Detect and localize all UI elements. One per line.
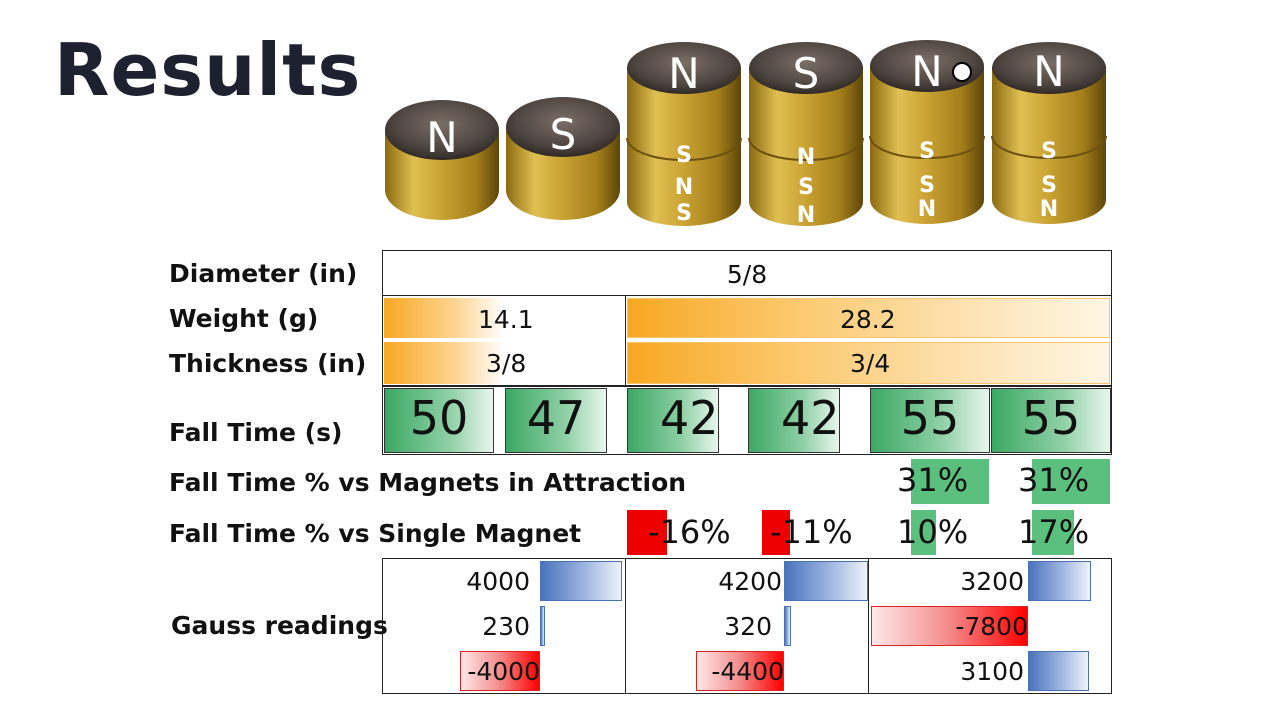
pct-attraction-value: 31% bbox=[897, 461, 969, 499]
magnets-illustration: N S N S N S S N S N N S S N N S bbox=[385, 40, 1107, 228]
gauss-value: 4200 bbox=[718, 567, 782, 596]
fall-time-cell: 55 bbox=[991, 388, 1111, 453]
weight-thickness-divider bbox=[625, 295, 626, 386]
pct-attraction-value: 31% bbox=[1018, 461, 1090, 499]
magnet-stack-4: N S S N bbox=[991, 42, 1107, 224]
weight-value-single: 14.1 bbox=[478, 305, 534, 334]
gauss-bar-negative bbox=[460, 651, 540, 691]
svg-text:S: S bbox=[919, 173, 935, 198]
thickness-label: Thickness (in) bbox=[169, 349, 367, 378]
gauss-value: -4400 bbox=[711, 657, 784, 686]
fall-time-cell: 50 bbox=[384, 388, 494, 453]
gauss-bar-positive bbox=[784, 561, 868, 601]
pct-single-value: 17% bbox=[1018, 513, 1090, 551]
gauss-bar-negative bbox=[871, 606, 1028, 646]
svg-text:N: N bbox=[668, 49, 699, 98]
fall-time-cell: 42 bbox=[748, 388, 840, 453]
svg-text:S: S bbox=[676, 143, 692, 168]
pct-single-value: 10% bbox=[897, 513, 969, 551]
gauss-value: 3100 bbox=[960, 657, 1024, 686]
gauss-value: 320 bbox=[724, 612, 772, 641]
svg-text:S: S bbox=[676, 201, 692, 226]
weight-bar-double bbox=[627, 298, 1110, 338]
weight-bar-single bbox=[384, 298, 504, 338]
pct-single-bar-negative bbox=[762, 510, 790, 555]
gauss-bar-positive bbox=[1028, 651, 1089, 691]
svg-text:N: N bbox=[911, 47, 942, 96]
gauss-value: -4000 bbox=[467, 657, 540, 686]
gauss-value: 4000 bbox=[466, 567, 530, 596]
pct-attraction-bar bbox=[1032, 459, 1110, 504]
svg-text:S: S bbox=[798, 175, 814, 200]
magnet-pole-label: N bbox=[426, 113, 457, 162]
gauss-divider bbox=[625, 558, 626, 694]
gauss-bar-positive bbox=[1028, 561, 1091, 601]
pct-single-bar-positive bbox=[911, 510, 936, 555]
svg-text:N: N bbox=[797, 145, 815, 170]
pct-single-bar-negative bbox=[627, 510, 667, 555]
gauss-table bbox=[382, 558, 1112, 694]
pct-single-label: Fall Time % vs Single Magnet bbox=[169, 519, 582, 548]
fall-time-cell: 55 bbox=[870, 388, 990, 453]
svg-text:S: S bbox=[1041, 139, 1057, 164]
svg-text:N: N bbox=[918, 197, 936, 222]
thickness-value-double: 3/4 bbox=[850, 349, 891, 378]
gauss-bar-positive bbox=[540, 606, 545, 646]
diameter-cell: 5/8 bbox=[382, 250, 1112, 296]
cursor-icon bbox=[952, 62, 972, 82]
page-title: Results bbox=[54, 28, 362, 112]
thickness-bar-double bbox=[627, 342, 1110, 384]
gauss-bar-negative bbox=[696, 651, 784, 691]
gauss-value: -7800 bbox=[955, 612, 1028, 641]
thickness-value-single: 3/8 bbox=[486, 349, 527, 378]
svg-text:N: N bbox=[1033, 47, 1064, 96]
diameter-label: Diameter (in) bbox=[169, 259, 358, 288]
svg-text:S: S bbox=[919, 139, 935, 164]
svg-text:S: S bbox=[793, 49, 820, 98]
magnet-stack-2: S N S N bbox=[748, 42, 864, 228]
svg-text:N: N bbox=[797, 203, 815, 228]
pct-attraction-label: Fall Time % vs Magnets in Attraction bbox=[169, 468, 687, 497]
svg-text:S: S bbox=[1041, 173, 1057, 198]
fall-time-row bbox=[382, 386, 1112, 455]
gauss-divider bbox=[868, 558, 869, 694]
gauss-label: Gauss readings bbox=[171, 611, 388, 640]
magnet-pole-label: S bbox=[550, 110, 577, 159]
svg-text:N: N bbox=[1040, 197, 1058, 222]
gauss-bar-positive bbox=[540, 561, 622, 601]
magnet-stack-1: N S N S bbox=[626, 42, 742, 226]
magnet-single-s: S bbox=[506, 97, 620, 220]
pct-single-bar-positive bbox=[1032, 510, 1074, 555]
pct-attraction-bar bbox=[911, 459, 989, 504]
svg-text:N: N bbox=[675, 175, 693, 200]
gauss-bar-positive bbox=[784, 606, 791, 646]
weight-value-double: 28.2 bbox=[840, 305, 896, 334]
magnet-stack-3: N S S N bbox=[869, 40, 985, 224]
fall-time-label: Fall Time (s) bbox=[169, 418, 343, 447]
magnet-single-n: N bbox=[385, 100, 499, 220]
pct-single-value: -11% bbox=[770, 513, 853, 551]
fall-time-cell: 47 bbox=[505, 388, 607, 453]
diameter-value: 5/8 bbox=[726, 260, 768, 289]
weight-label: Weight (g) bbox=[169, 304, 319, 333]
gauss-value: 230 bbox=[482, 612, 530, 641]
gauss-value: 3200 bbox=[960, 567, 1024, 596]
thickness-bar-single bbox=[384, 342, 504, 384]
pct-single-value: -16% bbox=[648, 513, 731, 551]
fall-time-cell: 42 bbox=[627, 388, 719, 453]
